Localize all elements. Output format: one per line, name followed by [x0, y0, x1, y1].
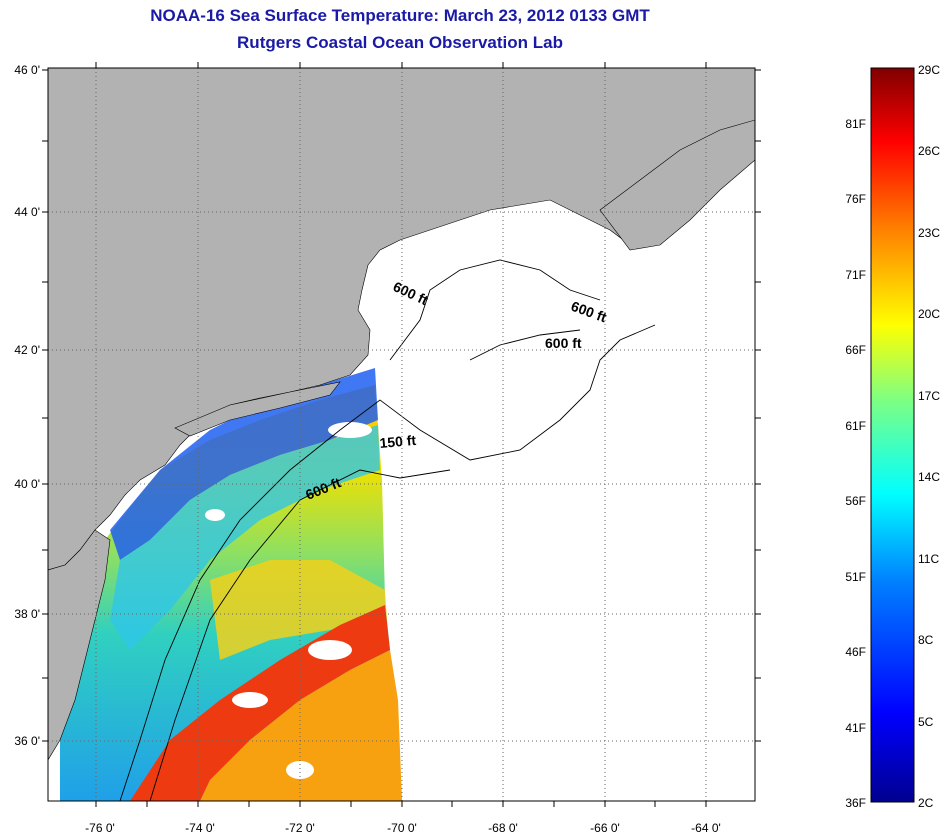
map-title: NOAA-16 Sea Surface Temperature: March 2… [150, 6, 650, 25]
colorbar-label-f: 36F [845, 796, 866, 810]
sst-cyan-shelf [110, 425, 380, 650]
map-subtitle: Rutgers Coastal Ocean Observation Lab [237, 33, 563, 52]
colorbar-label-c: 14C [918, 470, 940, 484]
colorbar-label-f: 46F [845, 645, 866, 659]
contour-label: 150 ft [379, 432, 417, 451]
longitude-labels: -76 0' -74 0' -72 0' -70 0' -68 0' -66 0… [85, 821, 721, 835]
lon-label: -70 0' [387, 821, 417, 835]
colorbar-label-f: 56F [845, 494, 866, 508]
colorbar-label-c: 20C [918, 307, 940, 321]
colorbar-label-f: 41F [845, 721, 866, 735]
land-delmarva [48, 529, 111, 761]
colorbar-label-c: 29C [918, 63, 940, 77]
colorbar-label-f: 76F [845, 192, 866, 206]
colorbar-label-f: 61F [845, 419, 866, 433]
colorbar-label-c: 26C [918, 144, 940, 158]
cloud-patches [205, 422, 372, 779]
colorbar-label-c: 8C [918, 633, 934, 647]
lon-label: -74 0' [185, 821, 215, 835]
colorbar-label-c: 17C [918, 389, 940, 403]
lat-label: 42 0' [14, 343, 40, 357]
lat-label: 36 0' [14, 734, 40, 748]
sst-yellow-slope [210, 560, 387, 660]
contour-label: 600 ft [545, 335, 582, 351]
colorbar-label-c: 11C [918, 552, 939, 566]
latitude-labels: 46 0' 44 0' 42 0' 40 0' 38 0' 36 0' [14, 63, 40, 748]
lon-label: -72 0' [285, 821, 315, 835]
sst-warm-sargasso [200, 650, 402, 801]
colorbar-label-c: 5C [918, 715, 934, 729]
land-long-island [174, 381, 341, 437]
lon-label: -66 0' [590, 821, 620, 835]
axis-ticks [42, 62, 761, 807]
colorbar-label-f: 51F [845, 570, 866, 584]
land-nova-scotia [599, 119, 755, 251]
lon-label: -68 0' [488, 821, 518, 835]
colorbar-label-f: 71F [845, 268, 866, 282]
lat-label: 46 0' [14, 63, 40, 77]
colorbar-celsius-labels: 29C 26C 23C 20C 17C 14C 11C 8C 5C 2C [918, 63, 940, 810]
colorbar-fahrenheit-labels: 81F 76F 71F 66F 61F 56F 51F 46F 41F 36F [845, 117, 866, 810]
colorbar [870, 67, 915, 803]
lat-label: 40 0' [14, 477, 40, 491]
lat-label: 38 0' [14, 607, 40, 621]
bathymetry-contours [119, 259, 656, 801]
lon-label: -76 0' [85, 821, 115, 835]
colorbar-label-f: 81F [845, 117, 866, 131]
lat-label: 44 0' [14, 205, 40, 219]
map-area [48, 68, 755, 801]
colorbar-label-c: 2C [918, 796, 934, 810]
sst-blue-shelf [110, 368, 378, 560]
colorbar-label-c: 23C [918, 226, 940, 240]
colorbar-label-f: 66F [845, 343, 866, 357]
lon-label: -64 0' [691, 821, 721, 835]
